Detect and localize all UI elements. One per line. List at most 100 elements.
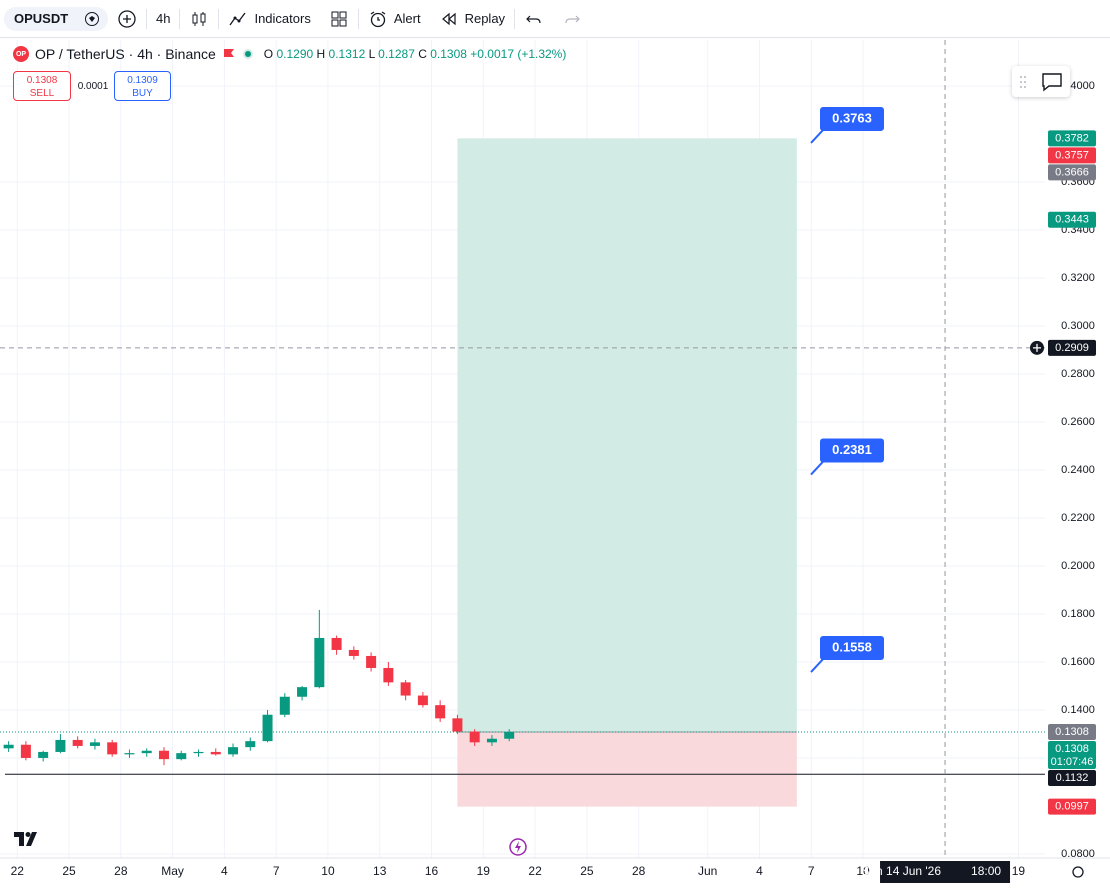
candle-body <box>279 696 290 715</box>
candle-body <box>38 751 49 758</box>
alert: Alert <box>393 11 421 26</box>
candle-body <box>417 695 428 706</box>
interval-button[interactable]: 4h <box>147 0 179 37</box>
x-tick-label: 7 <box>808 864 815 878</box>
price-label-box <box>1048 130 1096 147</box>
comment-icon[interactable] <box>1041 72 1063 92</box>
flag-icon[interactable] <box>222 47 236 61</box>
separator <box>179 8 181 29</box>
countdown-label: 01:07:46 <box>1051 756 1094 768</box>
x-tick-label: 4 <box>756 864 763 878</box>
note-pointer <box>810 128 825 144</box>
candle-body <box>486 738 497 743</box>
ohlc-value: 0.1290 <box>276 47 314 61</box>
y-tick-label: 0.3000 <box>1061 320 1095 332</box>
price-label: 0.0997 <box>1055 801 1089 813</box>
candle-body <box>72 739 83 746</box>
replay: Replay <box>464 11 506 26</box>
note-box <box>820 106 884 131</box>
ohlc-change: +0.0017 (+1.32%) <box>470 47 567 61</box>
candle-body <box>297 687 308 697</box>
y-tick-label: 0.1600 <box>1061 656 1095 668</box>
ohlc-value: 0.1287 <box>378 47 415 61</box>
symbol: OPUSDT <box>14 11 69 26</box>
candle-body <box>3 744 14 749</box>
price-label-box <box>1048 741 1096 770</box>
x-tick-label: 25 <box>62 864 76 878</box>
alert-icon <box>370 10 386 27</box>
indicators-icon <box>229 12 246 25</box>
profit-zone <box>457 138 797 733</box>
chart-type-button[interactable] <box>180 0 218 37</box>
undo-icon <box>526 15 541 23</box>
price-label: 0.1308 <box>1055 743 1089 755</box>
alert-button[interactable]: Alert <box>359 0 430 37</box>
price-label-box <box>1048 211 1096 228</box>
replay-icon <box>441 12 456 25</box>
price-label-box <box>1048 724 1096 741</box>
candle-body <box>469 731 480 743</box>
x-tick-label: May <box>161 864 184 878</box>
legend: OP OP / TetherUS · 4h · Binance O 0.1290… <box>13 46 566 62</box>
candle-body <box>314 637 325 688</box>
y-tick-label: 0.2400 <box>1061 464 1095 476</box>
y-tick-label: 0.2800 <box>1061 368 1095 380</box>
buy-button[interactable]: 0.1309 BUY <box>114 71 171 101</box>
layouts-icon <box>331 11 347 26</box>
separator <box>514 8 516 29</box>
candle-body <box>176 753 187 760</box>
x-tick-label: 10 <box>856 864 870 878</box>
spread-value: 0.0001 <box>77 81 109 92</box>
symbol-logo: OP <box>13 46 29 62</box>
x-tick-label: 10 <box>321 864 335 878</box>
candle-body <box>348 649 359 656</box>
crosshair-date-label: Sun 14 Jun '26 <box>861 864 941 878</box>
ohlc-value: 0.1312 <box>328 47 366 61</box>
y-tick-label: 0.1800 <box>1061 608 1095 620</box>
settings-icon <box>1072 866 1084 878</box>
price-label: 0.3782 <box>1055 132 1089 144</box>
candle-body <box>124 753 135 755</box>
indicators-button[interactable]: Indicators <box>219 0 319 37</box>
ohlc-value: 0.1308 <box>430 47 467 61</box>
y-tick-label: 0.2000 <box>1061 560 1095 572</box>
indicators: Indicators <box>254 11 311 26</box>
candle-body <box>452 718 463 732</box>
note-pointer <box>810 459 825 476</box>
candles-icon <box>192 11 206 26</box>
layouts-button[interactable] <box>320 0 358 37</box>
candle-body <box>210 751 221 755</box>
x-tick-label: 7 <box>273 864 280 878</box>
tv-logo <box>14 832 37 846</box>
sell-button[interactable]: 0.1308 SELL <box>13 71 71 101</box>
separator <box>218 8 220 29</box>
crosshair-price-box <box>1048 339 1096 356</box>
price-label: 0.3666 <box>1055 166 1089 178</box>
note-label: 0.3763 <box>832 110 872 125</box>
note-label: 0.2381 <box>832 442 872 457</box>
drag-handle[interactable] <box>1019 75 1027 89</box>
x-tick-label: 4 <box>221 864 228 878</box>
x-tick-label: 28 <box>114 864 128 878</box>
y-tick-label: 0.2600 <box>1061 416 1095 428</box>
price-label: 0.3757 <box>1055 149 1089 161</box>
plus-icon <box>1033 343 1041 352</box>
undo-button[interactable] <box>515 0 553 37</box>
add-button[interactable] <box>108 0 146 37</box>
redo-button[interactable] <box>553 0 591 37</box>
toolbar: OPUSDT 4h Indicators Alert Replay <box>0 0 1110 38</box>
candle-body <box>245 741 256 748</box>
candle-body <box>107 742 118 755</box>
ohlc-key: C <box>418 47 427 61</box>
price-label: 0.1308 <box>1055 726 1089 738</box>
symbol-search[interactable]: OPUSDT <box>4 6 108 31</box>
x-tick-label: 19 <box>477 864 491 878</box>
replay-button[interactable]: Replay <box>430 0 514 37</box>
x-tick-label: 25 <box>580 864 594 878</box>
crosshair-time-label: 18:00 <box>971 864 1001 878</box>
candle-body <box>504 732 515 739</box>
candle-body <box>158 750 169 760</box>
price-label-box <box>1048 164 1096 181</box>
